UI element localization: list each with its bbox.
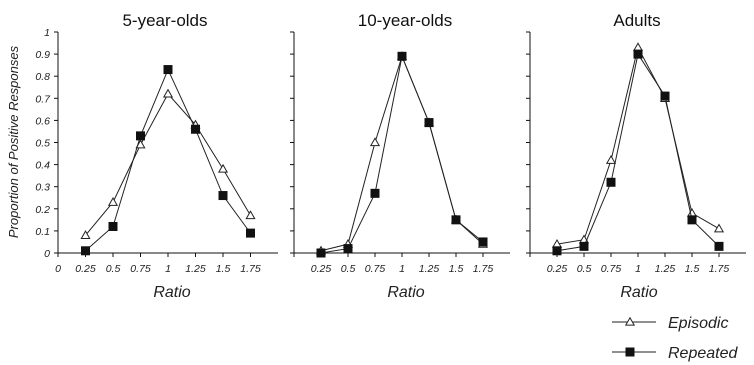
y-tick-label: 0.8 xyxy=(35,71,50,83)
y-tick-label: 0 xyxy=(44,248,50,260)
repeated-point xyxy=(580,242,589,251)
y-tick-label: 0.4 xyxy=(35,160,50,172)
panel-title: 5-year-olds xyxy=(122,11,207,30)
x-tick-label: 0.25 xyxy=(547,263,568,275)
repeated-point xyxy=(344,244,353,253)
repeated-point xyxy=(136,131,145,140)
episodic-point xyxy=(371,138,379,145)
panel-title: 10-year-olds xyxy=(358,11,453,30)
y-tick-label: 0.9 xyxy=(35,49,50,61)
repeated-point xyxy=(452,215,461,224)
repeated-point xyxy=(317,249,326,258)
repeated-point xyxy=(371,189,380,198)
x-tick-label: 0.5 xyxy=(106,263,121,275)
x-tick-label: 0.75 xyxy=(601,263,622,275)
y-tick-label: 0.1 xyxy=(35,226,50,238)
repeated-point xyxy=(553,246,562,255)
episodic-point xyxy=(688,209,696,216)
x-tick-label: 1.25 xyxy=(185,263,206,275)
legend-label-repeated: Repeated xyxy=(668,345,738,362)
x-axis-label: Ratio xyxy=(387,284,424,301)
legend-marker-repeated xyxy=(626,348,635,357)
panel-title: Adults xyxy=(613,11,660,30)
episodic-point xyxy=(246,211,254,218)
x-tick-label: 1.75 xyxy=(240,263,261,275)
x-tick-label: 1.5 xyxy=(685,263,700,275)
episodic-point xyxy=(607,156,615,163)
panel-3: Adults 0.25 0.5 0.75 1 1.25 1.5 1.75 Ratio xyxy=(526,11,746,301)
repeated-point xyxy=(191,125,200,134)
episodic-point xyxy=(109,198,117,205)
repeated-point xyxy=(246,229,255,238)
y-tick-label: 0.7 xyxy=(35,93,51,105)
repeated-point xyxy=(398,52,407,61)
y-tick-label: 0.3 xyxy=(35,182,50,194)
x-tick-label: 0.5 xyxy=(577,263,592,275)
series-line-episodic xyxy=(86,94,251,235)
y-tick-label: 0.2 xyxy=(35,204,50,216)
x-tick-label: 0.75 xyxy=(365,263,386,275)
x-tick-label: 1 xyxy=(399,263,405,275)
repeated-point xyxy=(688,215,697,224)
x-tick-label: 1.75 xyxy=(709,263,730,275)
x-tick-label: 1.75 xyxy=(473,263,494,275)
episodic-point xyxy=(219,165,227,172)
x-tick-label: 0.75 xyxy=(130,263,151,275)
repeated-point xyxy=(81,246,90,255)
x-tick-label: 0 xyxy=(55,263,61,275)
panel-2: 10-year-olds 0.25 0.5 0.75 1 1.25 1.5 1.75 Ratio xyxy=(290,11,510,301)
repeated-point xyxy=(607,178,616,187)
x-tick-label: 1.5 xyxy=(216,263,231,275)
x-tick-label: 0.25 xyxy=(75,263,96,275)
legend-marker-episodic xyxy=(626,318,634,325)
episodic-point xyxy=(715,224,723,231)
repeated-point xyxy=(109,222,118,231)
y-tick-label: 0.5 xyxy=(35,138,50,150)
repeated-point xyxy=(479,237,488,246)
x-tick-label: 1 xyxy=(635,263,641,275)
x-tick-label: 1.25 xyxy=(655,263,676,275)
episodic-point xyxy=(164,90,172,97)
panels: 5-year-olds 0 0.1 0.2 0.3 0.4 0.5 0.6 0.7 0.8 0.9 1… xyxy=(35,11,746,301)
repeated-point xyxy=(715,242,724,251)
panel-1: 5-year-olds 0 0.1 0.2 0.3 0.4 0.5 0.6 0.7 0.8 0.9 1… xyxy=(35,11,278,301)
y-tick-label: 0.6 xyxy=(35,115,50,127)
x-tick-label: 0.5 xyxy=(341,263,356,275)
x-axis-label: Ratio xyxy=(153,284,190,301)
repeated-point xyxy=(219,191,228,200)
repeated-point xyxy=(425,118,434,127)
x-axis-label: Ratio xyxy=(620,284,657,301)
repeated-point xyxy=(661,92,670,101)
repeated-point xyxy=(634,50,643,59)
legend: Episodic Repeated xyxy=(612,315,738,362)
x-tick-label: 1.25 xyxy=(419,263,440,275)
x-tick-label: 0.25 xyxy=(311,263,332,275)
y-tick-label: 1 xyxy=(44,27,50,39)
legend-label-episodic: Episodic xyxy=(668,315,728,332)
y-axis-label: Proportion of Positive Responses xyxy=(6,45,21,238)
repeated-point xyxy=(164,65,173,74)
episodic-point xyxy=(634,43,642,50)
x-tick-label: 1.5 xyxy=(449,263,464,275)
x-tick-label: 1 xyxy=(165,263,171,275)
